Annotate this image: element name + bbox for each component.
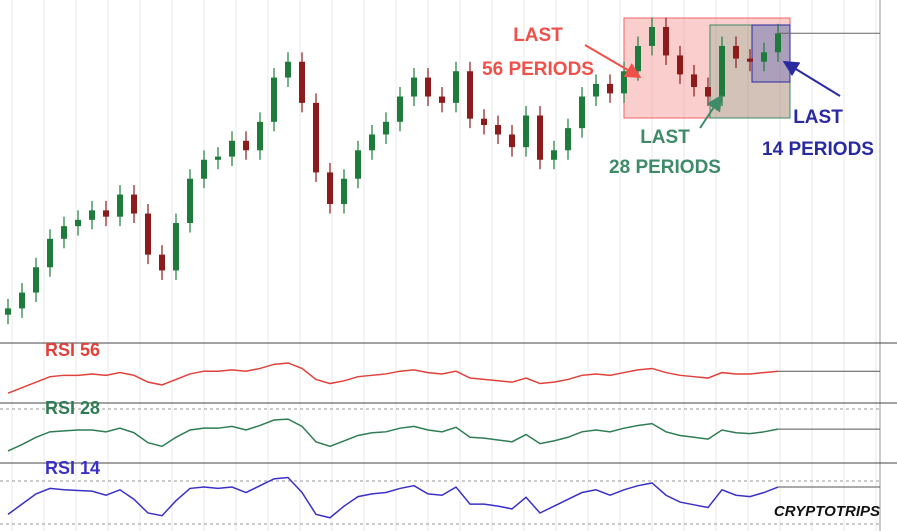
candle-body — [649, 26, 655, 46]
candle-body — [327, 172, 333, 205]
candle-body — [481, 118, 487, 125]
candle-body — [383, 121, 389, 135]
candle-body — [663, 26, 669, 56]
candle-body — [299, 61, 305, 103]
candle-body — [495, 124, 501, 135]
annotation: LAST — [793, 107, 843, 128]
candle-body — [551, 150, 557, 160]
rsi-label: RSI 56 — [45, 340, 100, 360]
candle-body — [229, 140, 235, 157]
rsi-line — [7, 418, 779, 452]
annotation: LAST — [640, 127, 690, 148]
candle-body — [285, 61, 291, 78]
candle-body — [117, 194, 123, 217]
candle-body — [747, 58, 753, 62]
candle-body — [89, 210, 95, 220]
candle-body — [5, 308, 11, 315]
candle-body — [173, 223, 179, 271]
candle-body — [677, 55, 683, 75]
candle-body — [369, 134, 375, 151]
candle-body — [635, 45, 641, 72]
candle-body — [761, 52, 767, 62]
arrow — [782, 60, 841, 97]
candle-body — [411, 77, 417, 97]
candle-body — [159, 254, 165, 271]
candle-body — [33, 267, 39, 293]
rsi-label: RSI 28 — [45, 398, 100, 418]
candle-body — [621, 71, 627, 94]
candle-body — [733, 45, 739, 59]
candle-body — [201, 159, 207, 179]
watermark: CRYPTOTRIPS — [774, 503, 880, 520]
candle-body — [47, 238, 53, 268]
candle-body — [537, 115, 543, 160]
candle-body — [719, 45, 725, 97]
rsi-line — [7, 476, 779, 519]
candle-body — [145, 213, 151, 255]
annotation: 14 PERIODS — [762, 139, 874, 160]
candle-body — [607, 83, 613, 94]
candle-body — [593, 83, 599, 97]
candle-body — [775, 33, 781, 53]
rsi-label: RSI 14 — [45, 458, 100, 478]
candle-body — [467, 71, 473, 119]
candle-body — [425, 77, 431, 97]
candle-body — [691, 74, 697, 88]
candle-body — [523, 115, 529, 148]
annotation: LAST — [513, 25, 563, 46]
candle-body — [439, 96, 445, 103]
grid — [11, 0, 877, 531]
candle-body — [579, 96, 585, 129]
arrow — [584, 44, 642, 79]
candle-body — [565, 128, 571, 151]
candle-body — [509, 134, 515, 148]
candle-body — [453, 71, 459, 103]
marks: RSI 56 RSI 28 RSI 14 — [5, 17, 880, 519]
candle-body — [257, 121, 263, 151]
candle-body — [243, 140, 249, 151]
candle-body — [341, 178, 347, 205]
candle-body — [215, 156, 221, 160]
arrow — [699, 94, 723, 129]
candle-body — [19, 292, 25, 309]
candle-body — [187, 178, 193, 224]
candle-body — [355, 150, 361, 179]
candle-body — [61, 226, 67, 239]
rsi-line — [7, 362, 779, 394]
candle-body — [75, 219, 81, 227]
candle-body — [705, 87, 711, 97]
candle-body — [271, 77, 277, 122]
annotation: 28 PERIODS — [609, 157, 721, 178]
candle-body — [103, 210, 109, 217]
annotation: 56 PERIODS — [482, 59, 594, 80]
candle-body — [131, 194, 137, 214]
candle-body — [313, 102, 319, 173]
candle-body — [397, 96, 403, 122]
